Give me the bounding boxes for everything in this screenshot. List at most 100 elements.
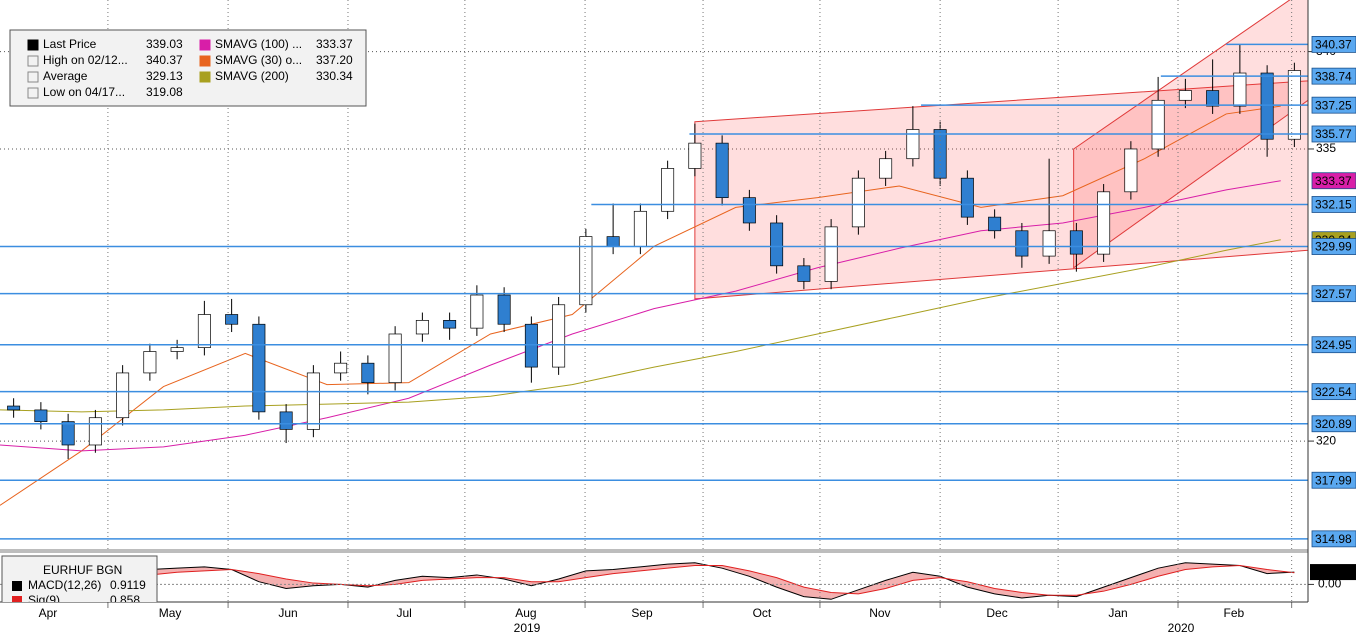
candle-body <box>851 177 865 228</box>
macd-fill <box>912 572 941 581</box>
legend-value: 319.08 <box>146 85 183 99</box>
macd-panel <box>0 562 1308 600</box>
candle-body <box>306 372 320 430</box>
moving-average <box>0 239 1281 413</box>
macd-fill <box>258 573 287 589</box>
candle-body <box>334 362 348 374</box>
legend-label: Sig(9) <box>28 593 60 607</box>
moving-average <box>0 180 1281 452</box>
level-tag <box>1311 125 1356 143</box>
candle-body <box>770 222 784 267</box>
macd-fill <box>1130 568 1159 585</box>
level-tag-label: 335.77 <box>1315 127 1352 141</box>
legend-label: Low on 04/17... <box>43 85 125 99</box>
x-tick-label: Dec <box>986 606 1007 620</box>
candle-body <box>960 177 974 218</box>
legend-value: 340.37 <box>146 53 183 67</box>
legend-label: SMAVG (200) <box>215 69 289 83</box>
level-tag <box>1311 172 1356 190</box>
legend-value: 0.9119 <box>110 578 146 592</box>
level-tag-label: 320.89 <box>1315 417 1352 431</box>
x-tick-label: Jun <box>278 606 297 620</box>
macd-line <box>13 564 1295 596</box>
x-tick-label: Feb <box>1224 606 1245 620</box>
level-tag <box>1311 530 1356 548</box>
macd-fill <box>613 566 641 574</box>
macd-fill <box>558 570 586 582</box>
macd-fill <box>858 580 886 594</box>
level-tag <box>1311 415 1356 433</box>
level-tag <box>1311 383 1356 401</box>
level-tag-label: 322.54 <box>1315 385 1352 399</box>
candle-body <box>252 323 266 413</box>
legend-swatch <box>12 581 22 591</box>
macd-fill <box>776 577 804 597</box>
legend-label: SMAVG (30) o... <box>215 53 302 67</box>
level-tag <box>1311 196 1356 213</box>
legend-swatch <box>27 39 39 51</box>
candle-body <box>1069 230 1083 255</box>
x-tick-label: Sep <box>631 606 653 620</box>
level-tag <box>1311 336 1356 354</box>
legend-swatch <box>27 71 39 83</box>
x-tick-label: Aug <box>515 606 536 620</box>
x-tick-label: Nov <box>869 606 890 620</box>
candle-body <box>1233 72 1247 107</box>
macd-fill <box>585 569 614 578</box>
legend-swatch <box>199 55 211 67</box>
candle-body <box>497 294 511 325</box>
macd-fill <box>1185 562 1213 570</box>
macd-fill <box>640 564 668 571</box>
year-label: 2020 <box>1168 621 1195 635</box>
x-tick-label: Oct <box>753 606 772 620</box>
level-tag <box>1311 96 1356 114</box>
legend-value: 329.13 <box>146 69 183 83</box>
candle-body <box>170 347 184 352</box>
candle-body <box>443 319 457 329</box>
candle-body <box>1015 230 1029 257</box>
legend-label: Average <box>43 69 88 83</box>
candle-body <box>742 197 756 224</box>
candle-body <box>34 409 48 422</box>
legend-swatch <box>27 55 39 67</box>
level-tag <box>1311 471 1356 489</box>
level-tag-label: 333.37 <box>1315 174 1352 188</box>
candle-body <box>1206 90 1220 107</box>
candle-body <box>7 405 21 411</box>
candle-body <box>361 362 375 384</box>
macd-tag <box>1310 564 1356 581</box>
candle-body <box>879 158 893 179</box>
y-tick-label: 335 <box>1316 141 1336 155</box>
candle-body <box>388 333 402 384</box>
level-tag-label: 329.99 <box>1315 240 1352 254</box>
macd-fill <box>1021 592 1050 598</box>
candle-body <box>797 265 811 282</box>
level-tag-label: 338.74 <box>1315 69 1352 83</box>
candle-body <box>1097 191 1111 255</box>
macd-fill <box>1158 562 1186 577</box>
level-tag-label: 340.37 <box>1315 38 1352 52</box>
level-tag <box>1311 285 1356 303</box>
legend-label: Last Price <box>43 37 97 51</box>
candle-body <box>1151 99 1165 150</box>
x-tick-label: Apr <box>39 606 58 620</box>
candle-body <box>88 417 102 446</box>
level-tag-label: 332.15 <box>1315 198 1352 212</box>
level-tag <box>1311 36 1356 53</box>
candle-body <box>116 372 130 419</box>
legend-value: 337.20 <box>316 53 353 67</box>
legend-label: MACD(12,26) <box>28 578 101 592</box>
macd-fill <box>395 576 423 585</box>
candle-body <box>933 129 947 179</box>
macd-title: EURHUF BGN <box>43 563 122 577</box>
level-tag <box>1311 67 1356 85</box>
candle-body <box>415 319 429 335</box>
legend-value: 330.34 <box>316 69 353 83</box>
level-tag-label: 337.25 <box>1315 98 1352 112</box>
candle-body <box>906 129 920 160</box>
candle-body <box>552 304 566 368</box>
macd-legend-box <box>1 555 158 602</box>
